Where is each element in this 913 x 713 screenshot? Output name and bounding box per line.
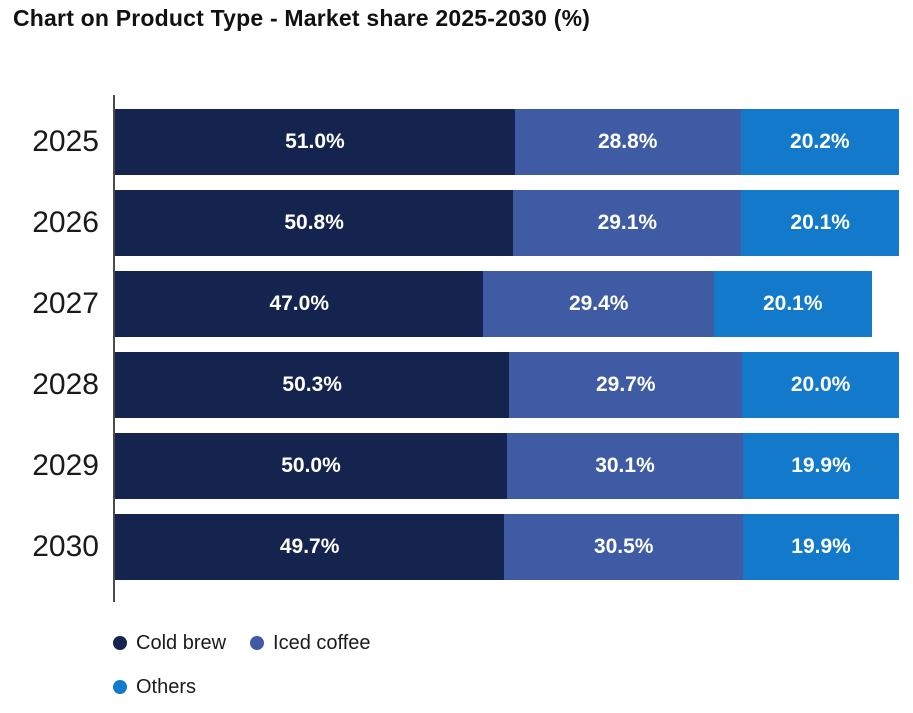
legend-label: Iced coffee	[273, 631, 371, 654]
chart-row: 2025 51.0% 28.8% 20.2%	[0, 109, 913, 175]
bar-segment-cold-brew: 51.0%	[115, 109, 515, 175]
chart-legend: Cold brew Iced coffee Others	[113, 630, 453, 700]
year-tick-label: 2025	[32, 125, 99, 158]
bar-segment-others: 20.2%	[740, 109, 899, 175]
bar-segment-others: 20.1%	[741, 190, 899, 256]
legend-item-cold-brew: Cold brew	[113, 630, 226, 656]
chart-area: 2025 51.0% 28.8% 20.2% 2026 50.8% 29.1% 20.1% 20…	[0, 95, 913, 605]
bar-segment-cold-brew: 50.8%	[115, 190, 514, 256]
year-tick-label: 2030	[32, 530, 99, 563]
y-axis-line	[113, 95, 115, 602]
bar-rows: 2025 51.0% 28.8% 20.2% 2026 50.8% 29.1% 20.1% 20…	[0, 109, 913, 595]
segment-value-label: 50.0%	[281, 454, 341, 477]
segment-value-label: 29.4%	[568, 292, 629, 315]
legend-label: Others	[136, 675, 197, 698]
segment-value-label: 28.8%	[597, 130, 658, 153]
legend-label: Cold brew	[136, 631, 227, 654]
bar-segment-cold-brew: 47.0%	[115, 271, 484, 337]
segment-value-label: 29.1%	[597, 211, 658, 234]
bar-track: 49.7% 30.5% 19.9%	[115, 514, 899, 580]
segment-value-label: 20.0%	[790, 373, 851, 396]
segment-value-label: 47.0%	[269, 292, 329, 315]
segment-value-label: 51.0%	[285, 130, 345, 153]
bar-segment-iced-coffee: 30.1%	[507, 433, 743, 499]
chart-row: 2030 49.7% 30.5% 19.9%	[0, 514, 913, 580]
bar-segment-others: 19.9%	[742, 433, 899, 499]
bar-segment-iced-coffee: 28.8%	[514, 109, 741, 175]
segment-value-label: 19.9%	[791, 535, 851, 558]
bar-track: 50.8% 29.1% 20.1%	[115, 190, 899, 256]
chart-row: 2029 50.0% 30.1% 19.9%	[0, 433, 913, 499]
segment-value-label: 30.1%	[595, 454, 655, 477]
segment-value-label: 50.8%	[284, 211, 344, 234]
bar-segment-iced-coffee: 30.5%	[504, 514, 744, 580]
bar-segment-cold-brew: 49.7%	[115, 514, 505, 580]
segment-value-label: 20.1%	[762, 292, 823, 315]
chart-title: Chart on Product Type - Market share 202…	[13, 5, 591, 31]
year-tick-label: 2026	[32, 206, 99, 239]
legend-dot-icon	[113, 636, 127, 650]
chart-row: 2028 50.3% 29.7% 20.0%	[0, 352, 913, 418]
chart-row: 2027 47.0% 29.4% 20.1%	[0, 271, 913, 337]
year-tick-label: 2028	[32, 368, 99, 401]
legend-item-iced-coffee: Iced coffee	[250, 630, 371, 656]
legend-item-others: Others	[113, 674, 196, 700]
bar-segment-iced-coffee: 29.1%	[513, 190, 742, 256]
segment-value-label: 50.3%	[282, 373, 342, 396]
bar-segment-others: 20.1%	[713, 271, 872, 337]
legend-dot-icon	[113, 680, 127, 694]
segment-value-label: 20.2%	[790, 130, 850, 153]
bar-segment-others: 20.0%	[742, 352, 899, 418]
bar-track: 50.3% 29.7% 20.0%	[115, 352, 899, 418]
bar-segment-others: 19.9%	[743, 514, 899, 580]
legend-dot-icon	[250, 636, 265, 650]
segment-value-label: 19.9%	[791, 454, 851, 477]
chart-row: 2026 50.8% 29.1% 20.1%	[0, 190, 913, 256]
bar-track: 47.0% 29.4% 20.1%	[115, 271, 899, 337]
bar-track: 51.0% 28.8% 20.2%	[115, 109, 899, 175]
year-tick-label: 2027	[32, 287, 99, 320]
segment-value-label: 20.1%	[790, 211, 850, 234]
segment-value-label: 29.7%	[595, 373, 656, 396]
segment-value-label: 49.7%	[279, 535, 340, 558]
bar-segment-cold-brew: 50.3%	[115, 352, 510, 418]
bar-segment-cold-brew: 50.0%	[115, 433, 507, 499]
year-tick-label: 2029	[32, 449, 99, 482]
bar-segment-iced-coffee: 29.4%	[483, 271, 714, 337]
bar-segment-iced-coffee: 29.7%	[509, 352, 743, 418]
bar-track: 50.0% 30.1% 19.9%	[115, 433, 899, 499]
segment-value-label: 30.5%	[593, 535, 654, 558]
